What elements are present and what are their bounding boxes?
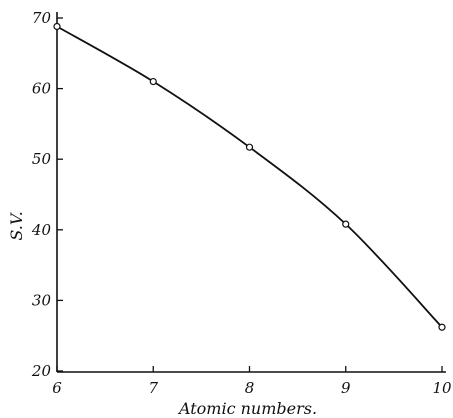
y-tick-label-2: 40 xyxy=(31,221,52,239)
series-line xyxy=(56,25,443,328)
x-tick-label-2: 8 xyxy=(245,379,255,397)
y-tick-label-3: 50 xyxy=(32,150,52,168)
data-point-0 xyxy=(53,22,61,31)
x-tick-label-0: 6 xyxy=(52,379,62,397)
y-tick-label-0: 20 xyxy=(31,362,52,380)
data-point-4 xyxy=(438,323,446,331)
data-points xyxy=(53,22,446,331)
x-axis-title: Atomic numbers. xyxy=(177,399,317,418)
data-point-1 xyxy=(149,77,157,86)
data-point-2 xyxy=(245,143,254,151)
x-tick-label-4: 10 xyxy=(432,379,452,397)
x-ticks: 6 7 8 9 10 xyxy=(52,366,452,397)
y-axis-title: S.V. xyxy=(7,211,26,240)
y-tick-label-1: 30 xyxy=(32,291,52,309)
y-ticks: 20 30 40 50 60 70 xyxy=(31,9,63,380)
data-point-3 xyxy=(342,220,350,228)
y-tick-label-5: 70 xyxy=(32,9,52,27)
x-tick-label-3: 9 xyxy=(341,379,351,397)
x-tick-label-1: 7 xyxy=(148,379,158,397)
y-tick-label-4: 60 xyxy=(32,80,52,98)
axes xyxy=(56,12,446,373)
